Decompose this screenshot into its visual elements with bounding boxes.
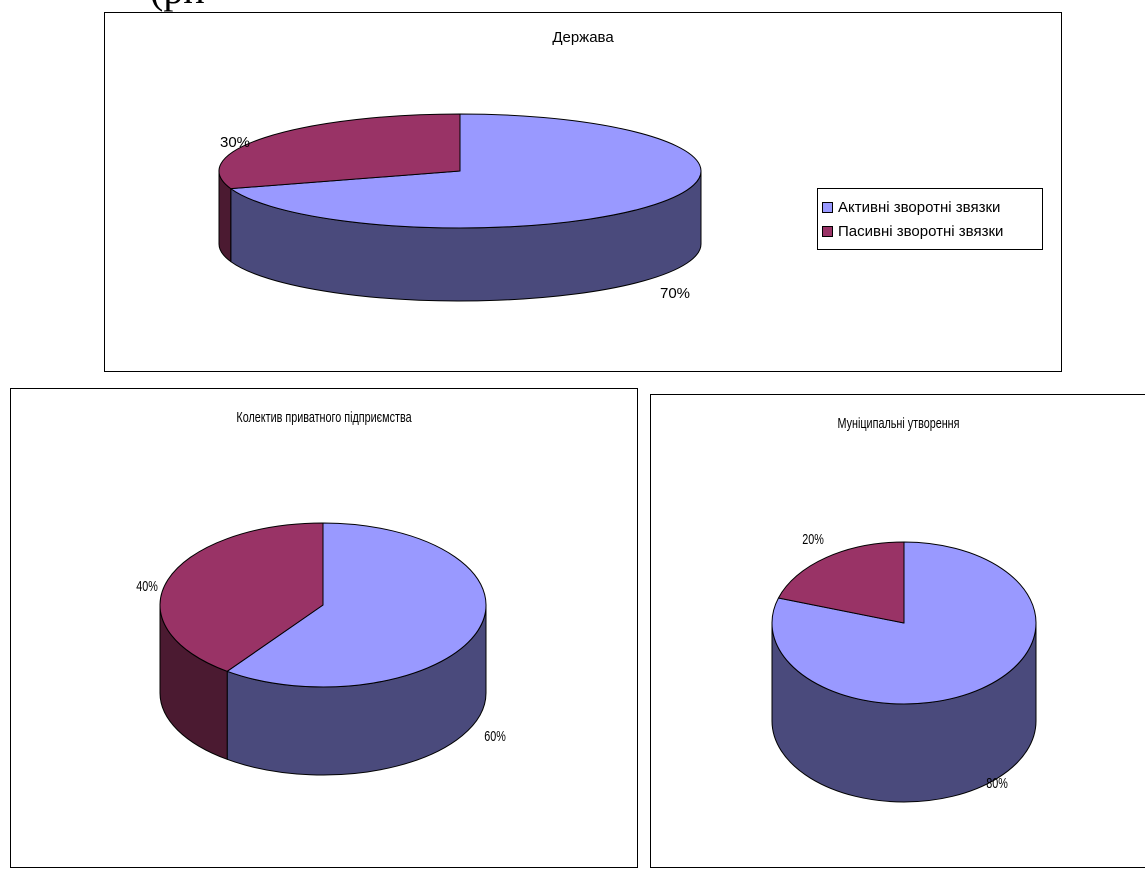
pie-slice-0 xyxy=(230,113,702,229)
legend-swatch-active xyxy=(822,201,833,213)
pie-slice-1 xyxy=(777,541,905,624)
heading-fragment: (ри xyxy=(150,0,205,10)
data-label-1: 20% xyxy=(802,530,824,547)
data-label-1: 40% xyxy=(136,577,158,594)
chart-frame-state: 70% 30% Держава Активні зворотні звязки П… xyxy=(104,12,1062,372)
pie-slice-1 xyxy=(218,113,461,190)
data-label-0: 60% xyxy=(484,727,506,744)
chart-legend: Активні зворотні звязки Пасивні зворотні… xyxy=(817,188,1043,250)
pie-chart-private-enterprise: 60% 40% xyxy=(136,522,506,776)
pie-chart-state: 70% 30% xyxy=(218,113,702,302)
legend-item-passive: Пасивні зворотні звязки xyxy=(822,219,1042,243)
chart-frame-private-enterprise: 60% 40% Колектив приватного підприємства xyxy=(10,388,638,868)
chart-title-state: Держава xyxy=(552,29,614,46)
pie-slice-0 xyxy=(226,522,487,688)
pie-slice-1 xyxy=(159,522,324,672)
legend-label-passive: Пасивні зворотні звязки xyxy=(838,222,1004,240)
chart-title-municipal: Муніципальні утворення xyxy=(837,415,960,432)
legend-label-active: Активні зворотні звязки xyxy=(838,198,1001,216)
legend-swatch-passive xyxy=(822,225,833,237)
legend-item-active: Активні зворотні звязки xyxy=(822,195,1042,219)
data-label-0: 70% xyxy=(660,285,690,302)
pie-chart-municipal: 80% 20% xyxy=(771,530,1037,803)
data-label-1: 30% xyxy=(220,134,250,151)
chart-frame-municipal: 80% 20% Муніципальні утворення xyxy=(650,394,1145,868)
chart-title-private-enterprise: Колектив приватного підприємства xyxy=(236,409,412,426)
data-label-0: 80% xyxy=(986,774,1008,791)
